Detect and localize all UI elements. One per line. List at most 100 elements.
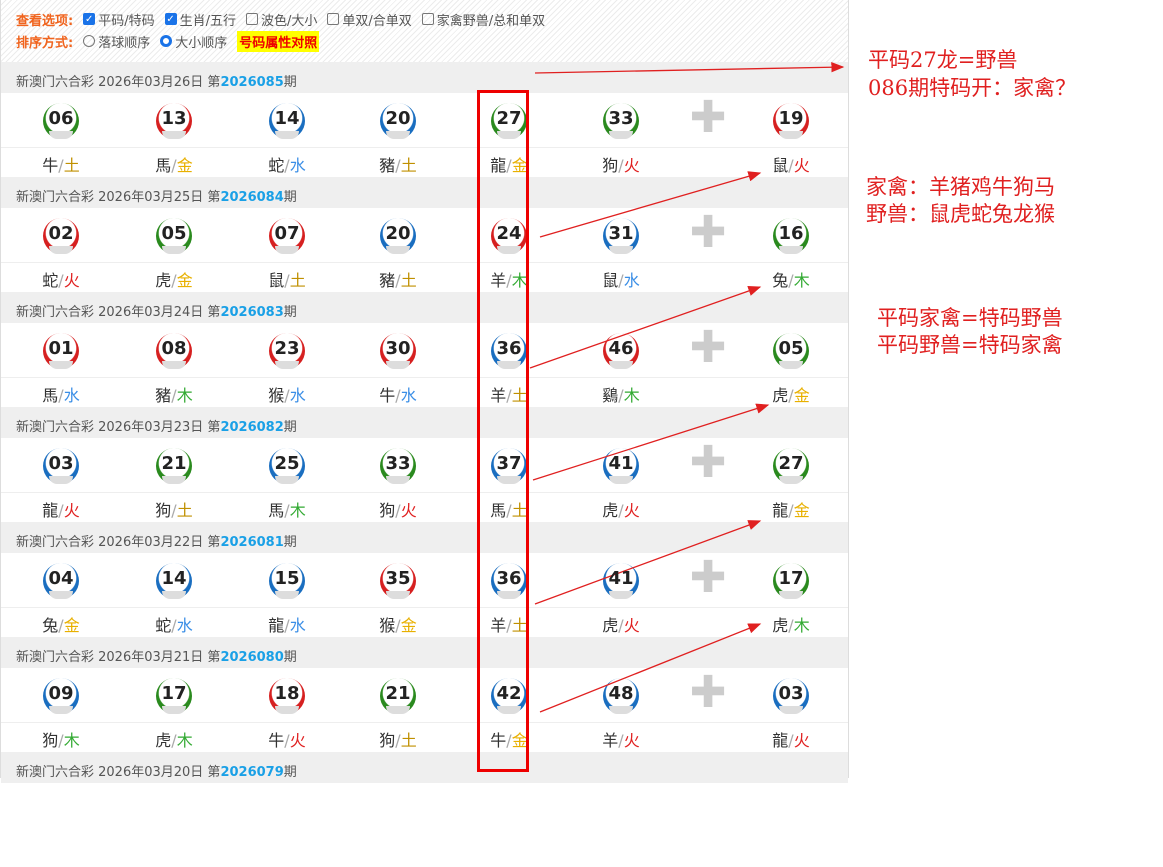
zodiac-element: 馬/水 (31, 378, 91, 406)
number-ball: 20 (380, 103, 416, 139)
element: 土 (511, 501, 528, 520)
sort-option-0[interactable]: 落球顺序 (83, 32, 150, 51)
separator: / (171, 271, 177, 290)
number-ball: 17 (156, 678, 192, 714)
checkbox[interactable]: ✓ (164, 13, 177, 25)
radio[interactable] (160, 35, 173, 47)
separator: / (788, 731, 794, 750)
zodiac-element: 羊/土 (479, 378, 539, 406)
issue-suffix: 期 (283, 650, 297, 665)
arrow (532, 403, 770, 481)
zodiac-element: 虎/金 (761, 378, 821, 406)
view-option-0[interactable]: ✓ 平码/特码 (83, 10, 155, 29)
draw-date: 新澳门六合彩 2026年03月21日 第 (16, 650, 221, 665)
ball-row: 02 05 07 20 24 31 16 ✚ (1, 208, 848, 263)
arrow (534, 62, 845, 74)
zodiac-element: 羊/木 (479, 263, 539, 291)
checkbox[interactable] (245, 13, 258, 25)
number-ball: 25 (269, 448, 305, 484)
zodiac-element: 鼠/火 (761, 148, 821, 176)
ball-cell: 15 (257, 553, 317, 599)
separator: / (618, 386, 624, 405)
element: 水 (400, 386, 417, 405)
element: 火 (400, 501, 417, 520)
zodiac-element: 蛇/火 (31, 263, 91, 291)
zodiac-row: 狗/木 虎/木 牛/火 狗/土 牛/金 羊/火 龍/火 (1, 723, 848, 752)
issue-number: 2026079 (220, 765, 284, 780)
zodiac-row: 兔/金 蛇/水 龍/水 猴/金 羊/土 虎/火 虎/木 (1, 608, 848, 637)
ball-cell: 14 (257, 93, 317, 139)
zodiac-element: 兔/金 (31, 608, 91, 636)
zodiac: 虎 (155, 271, 172, 290)
ball-row: 01 08 23 30 36 46 05 ✚ (1, 323, 848, 378)
draw-date: 新澳门六合彩 2026年03月26日 第 (16, 75, 221, 90)
separator: / (618, 616, 624, 635)
plus-icon: ✚ (689, 667, 727, 718)
zodiac: 兔 (42, 616, 59, 635)
separator: / (171, 501, 177, 520)
radio[interactable] (83, 35, 96, 47)
element: 金 (511, 731, 528, 750)
ball-cell: 25 (257, 438, 317, 484)
issue-suffix: 期 (283, 535, 297, 550)
zodiac: 猴 (379, 616, 396, 635)
ball-number: 03 (778, 683, 804, 704)
element: 土 (400, 156, 417, 175)
zodiac-element: 狗/火 (591, 148, 651, 176)
element: 火 (623, 156, 640, 175)
zodiac: 牛 (268, 731, 285, 750)
draw-header: 新澳门六合彩 2026年03月23日 第2026082期 (1, 407, 848, 438)
draw-date: 新澳门六合彩 2026年03月24日 第 (16, 305, 221, 320)
number-ball: 31 (603, 218, 639, 254)
note-1: 平码27龙=野兽 (868, 48, 1018, 72)
view-option-2[interactable]: 波色/大小 (245, 10, 318, 29)
separator: / (788, 501, 794, 520)
ball-number: 05 (161, 223, 187, 244)
ball-number: 13 (161, 108, 187, 129)
sort-option-1[interactable]: 大小顺序 (160, 32, 227, 51)
zodiac-element: 豬/木 (144, 378, 204, 406)
ball-number: 36 (496, 568, 522, 589)
zodiac-element: 牛/金 (479, 723, 539, 751)
separator: / (618, 156, 624, 175)
issue-number: 2026083 (220, 305, 284, 320)
ball-number: 14 (274, 108, 300, 129)
options-panel: 查看选项: ✓ 平码/特码 ✓ 生肖/五行 波色/大小 单双/合单双 家禽野兽/总和单双 排序… (1, 0, 848, 62)
view-option-3[interactable]: 单双/合单双 (327, 10, 412, 29)
element: 金 (793, 386, 810, 405)
issue-number: 2026080 (220, 650, 284, 665)
draw-block: 新澳门六合彩 2026年03月21日 第2026080期 09 17 18 21 42 48… (1, 637, 848, 752)
separator: / (284, 731, 290, 750)
zodiac: 猴 (268, 386, 285, 405)
separator: / (284, 386, 290, 405)
element: 火 (623, 501, 640, 520)
option-label: 波色/大小 (260, 13, 318, 29)
element: 木 (63, 731, 80, 750)
separator: / (506, 616, 512, 635)
ball-cell: 36 (479, 553, 539, 599)
checkbox[interactable] (421, 13, 434, 25)
number-ball: 05 (156, 218, 192, 254)
zodiac: 虎 (155, 731, 172, 750)
compare-button[interactable]: 号码属性对照 (237, 30, 320, 52)
ball-number: 19 (778, 108, 804, 129)
number-ball: 24 (491, 218, 527, 254)
view-option-1[interactable]: ✓ 生肖/五行 (164, 10, 236, 29)
arrow (534, 520, 762, 605)
ball-cell: 21 (368, 668, 428, 714)
view-options-label: 查看选项: (16, 13, 74, 29)
zodiac: 羊 (490, 616, 507, 635)
zodiac: 兔 (772, 271, 789, 290)
checkbox[interactable] (327, 13, 340, 25)
special-ball: 16 (773, 218, 809, 254)
note-5: 平码家禽=特码野兽 (877, 306, 1063, 330)
zodiac-element: 虎/木 (144, 723, 204, 751)
checkbox[interactable]: ✓ (83, 13, 96, 25)
zodiac: 狗 (379, 501, 396, 520)
element: 金 (400, 616, 417, 635)
zodiac-element: 蛇/水 (257, 148, 317, 176)
view-option-4[interactable]: 家禽野兽/总和单双 (421, 10, 545, 29)
ball-number: 08 (161, 338, 187, 359)
issue-number: 2026082 (220, 420, 284, 435)
ball-number: 18 (274, 683, 300, 704)
